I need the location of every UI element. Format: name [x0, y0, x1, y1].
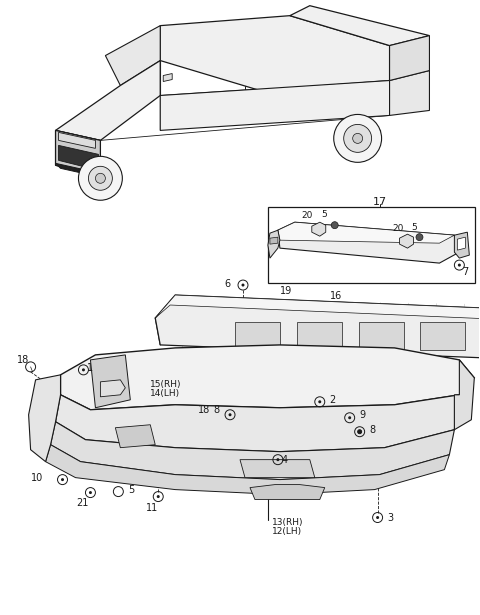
Text: 9: 9: [360, 410, 366, 420]
Polygon shape: [56, 60, 160, 140]
Polygon shape: [240, 459, 315, 478]
Polygon shape: [420, 322, 465, 350]
Polygon shape: [56, 395, 459, 451]
Circle shape: [89, 491, 92, 494]
Polygon shape: [29, 375, 60, 462]
Polygon shape: [56, 130, 100, 175]
Text: 7: 7: [462, 267, 468, 277]
Text: 15(RH): 15(RH): [150, 380, 182, 389]
Text: 21: 21: [76, 498, 89, 507]
Text: 3: 3: [387, 512, 394, 523]
Polygon shape: [90, 355, 130, 408]
Text: 16: 16: [330, 291, 342, 301]
Circle shape: [88, 166, 112, 190]
Polygon shape: [455, 232, 469, 258]
Text: 19: 19: [280, 286, 292, 296]
Circle shape: [334, 114, 382, 162]
Text: 1: 1: [87, 363, 94, 373]
Circle shape: [61, 478, 64, 481]
Polygon shape: [312, 222, 326, 236]
Circle shape: [78, 156, 122, 200]
Polygon shape: [457, 237, 465, 250]
Text: 17: 17: [372, 197, 387, 207]
Polygon shape: [268, 230, 280, 258]
Text: 2: 2: [330, 395, 336, 405]
Circle shape: [358, 430, 361, 434]
Polygon shape: [56, 164, 106, 178]
Circle shape: [348, 416, 351, 419]
Circle shape: [276, 458, 279, 461]
Text: 20: 20: [393, 224, 404, 232]
Polygon shape: [115, 425, 155, 448]
Circle shape: [96, 173, 106, 183]
Polygon shape: [390, 71, 430, 116]
Polygon shape: [100, 380, 125, 397]
Polygon shape: [268, 207, 475, 283]
Polygon shape: [359, 322, 404, 350]
Text: 10: 10: [31, 472, 44, 483]
Text: 8: 8: [370, 425, 376, 435]
Circle shape: [228, 413, 231, 416]
Polygon shape: [46, 445, 449, 494]
Polygon shape: [60, 345, 474, 410]
Polygon shape: [297, 322, 342, 350]
Circle shape: [318, 400, 321, 403]
Polygon shape: [390, 36, 430, 81]
Text: 12(LH): 12(LH): [272, 527, 302, 536]
Text: 5: 5: [128, 485, 134, 494]
Circle shape: [458, 264, 461, 266]
Polygon shape: [270, 237, 278, 244]
Polygon shape: [278, 222, 459, 263]
Circle shape: [82, 368, 85, 371]
Polygon shape: [59, 145, 98, 170]
Text: 18: 18: [17, 355, 29, 365]
Text: 8: 8: [213, 405, 219, 415]
Circle shape: [331, 221, 338, 229]
Text: 5: 5: [411, 223, 417, 232]
Circle shape: [416, 234, 423, 240]
Text: 18: 18: [198, 405, 210, 415]
Polygon shape: [163, 74, 172, 82]
Text: 20: 20: [302, 211, 313, 220]
Text: 4: 4: [282, 454, 288, 465]
Text: 11: 11: [146, 502, 158, 512]
Polygon shape: [160, 15, 390, 90]
Polygon shape: [155, 295, 480, 320]
Circle shape: [376, 516, 379, 519]
Polygon shape: [399, 234, 413, 248]
Polygon shape: [56, 130, 100, 175]
Polygon shape: [455, 360, 474, 430]
Polygon shape: [50, 422, 455, 480]
Circle shape: [353, 133, 363, 143]
Circle shape: [241, 284, 244, 287]
Text: 13(RH): 13(RH): [272, 518, 303, 527]
Polygon shape: [160, 81, 390, 130]
Polygon shape: [155, 295, 480, 360]
Circle shape: [344, 124, 372, 153]
Text: 5: 5: [322, 210, 327, 219]
Polygon shape: [235, 322, 280, 350]
Text: 14(LH): 14(LH): [150, 389, 180, 399]
Polygon shape: [106, 26, 160, 85]
Circle shape: [157, 495, 160, 498]
Polygon shape: [290, 6, 430, 46]
Polygon shape: [278, 222, 455, 243]
Polygon shape: [250, 485, 325, 499]
Polygon shape: [59, 132, 96, 148]
Text: 6: 6: [224, 279, 230, 289]
